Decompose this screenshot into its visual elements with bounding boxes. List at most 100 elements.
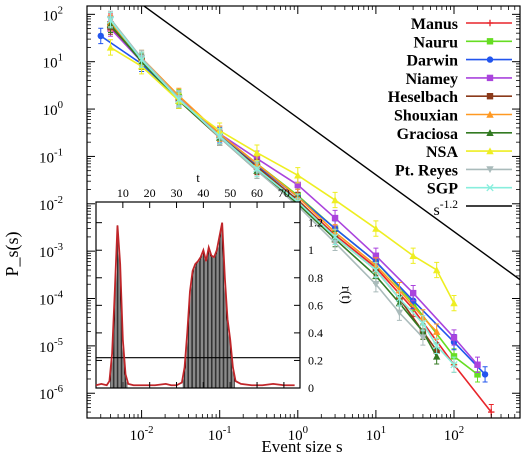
data-point (253, 148, 261, 156)
inset-y-tick-label: 0.6 (308, 298, 323, 312)
inset-x-axis-label: t (196, 170, 200, 185)
data-point (432, 266, 441, 274)
y-tick-label: 10-3 (39, 241, 63, 261)
data-point (395, 286, 404, 294)
legend-label: Niamey (406, 71, 458, 88)
main-axes: 10-2 10-1 100 101 10210-610-510-410-310-210-… (39, 4, 521, 444)
inset-x-tick-label: 60 (251, 186, 263, 200)
data-point (97, 32, 104, 40)
legend-marker (486, 93, 494, 100)
plot-frame (86, 5, 521, 419)
main-plot-area (97, 6, 520, 418)
legend-label: Graciosa (397, 126, 458, 143)
data-point (433, 342, 441, 350)
fit-line (142, 6, 520, 281)
x-tick-label: 10-1 (208, 424, 232, 444)
y-tick-label: 101 (43, 52, 63, 72)
data-point (474, 361, 481, 368)
inset-y-axis-label: r(t) (338, 286, 353, 304)
data-point (432, 352, 441, 360)
y-tick-label: 10-4 (39, 289, 64, 309)
legend-marker (486, 147, 494, 155)
legend-marker (486, 38, 494, 45)
legend-label: SGP (427, 181, 458, 198)
data-point (294, 181, 301, 189)
inset-x-tick-label: 70 (278, 186, 290, 200)
legend-marker (486, 184, 494, 192)
legend-marker (486, 74, 494, 82)
y-tick-label: 10-5 (39, 336, 63, 356)
data-point (409, 252, 417, 259)
inset-x-tick-label: 40 (197, 186, 209, 200)
legend-label: Pt. Reyes (395, 162, 458, 179)
legend-label: s-1.2 (434, 199, 459, 219)
data-point (481, 371, 489, 378)
data-point (294, 171, 302, 179)
data-point (372, 252, 380, 259)
inset-y-tick-label: 0.4 (308, 326, 323, 340)
x-tick-label: 102 (444, 424, 464, 444)
data-point (450, 361, 458, 369)
inset-y-tick-label: 0.8 (308, 271, 323, 285)
legend-marker (486, 56, 494, 63)
inset-plot: 10 20 30 40 50 60 70 t 0 0.2 0.4 0.6 0.8 1 1.2 r(t) (95, 170, 353, 395)
inset-y-tick-label: 1.2 (308, 216, 323, 230)
legend-marker (486, 110, 494, 118)
legend-label: NSA (426, 144, 458, 161)
y-tick-label: 10-6 (39, 383, 64, 403)
data-point (395, 294, 404, 303)
data-point (450, 299, 458, 307)
data-point (175, 95, 183, 104)
data-point (106, 16, 115, 24)
legend-marker (486, 129, 494, 136)
legend-marker (486, 166, 494, 174)
data-point (474, 371, 481, 378)
series-line (109, 18, 424, 339)
inset-x-tick-label: 10 (117, 186, 129, 200)
data-point (331, 196, 339, 204)
x-tick-label: 101 (366, 424, 386, 444)
data-point (216, 132, 224, 140)
data-point (372, 266, 380, 274)
data-point (432, 327, 441, 335)
data-point (450, 334, 458, 341)
data-point (253, 165, 261, 173)
legend-label: Heselbach (388, 89, 458, 106)
legend-label: Darwin (406, 53, 458, 70)
series-sgp (106, 12, 458, 373)
legend-marker (486, 19, 494, 27)
series-line (109, 19, 455, 366)
inset-x-tick-label: 20 (144, 186, 156, 200)
legend-label: Shouxian (394, 108, 458, 125)
data-point (419, 334, 427, 342)
inset-series-line (95, 222, 295, 387)
x-tick-label: 100 (288, 424, 308, 444)
inset-y-tick-label: 0.2 (308, 353, 323, 367)
y-tick-label: 10-1 (39, 146, 63, 166)
data-point (395, 309, 404, 317)
legend-label: Manus (411, 16, 458, 33)
x-tick-label: 10-2 (130, 424, 154, 444)
y-tick-label: 10-2 (39, 194, 63, 214)
data-point (106, 43, 115, 51)
y-tick-label: 102 (43, 4, 63, 24)
y-axis-label: P_s(s) (2, 231, 23, 276)
inset-x-tick-label: 30 (171, 186, 183, 200)
legend-label: Nauru (414, 34, 459, 51)
data-point (331, 233, 339, 241)
x-axis-label: Event size s (261, 437, 342, 456)
data-point (137, 56, 146, 64)
data-point (450, 353, 458, 360)
data-point (409, 289, 417, 297)
inset-y-tick-label: 1 (308, 243, 314, 257)
data-point (331, 214, 339, 222)
data-point (372, 281, 380, 288)
inset-y-tick-label: 0 (308, 381, 314, 395)
data-point (372, 224, 380, 232)
y-tick-label: 100 (43, 99, 63, 119)
data-point (419, 319, 427, 327)
series-nsa (106, 39, 458, 312)
inset-x-tick-label: 50 (224, 186, 236, 200)
